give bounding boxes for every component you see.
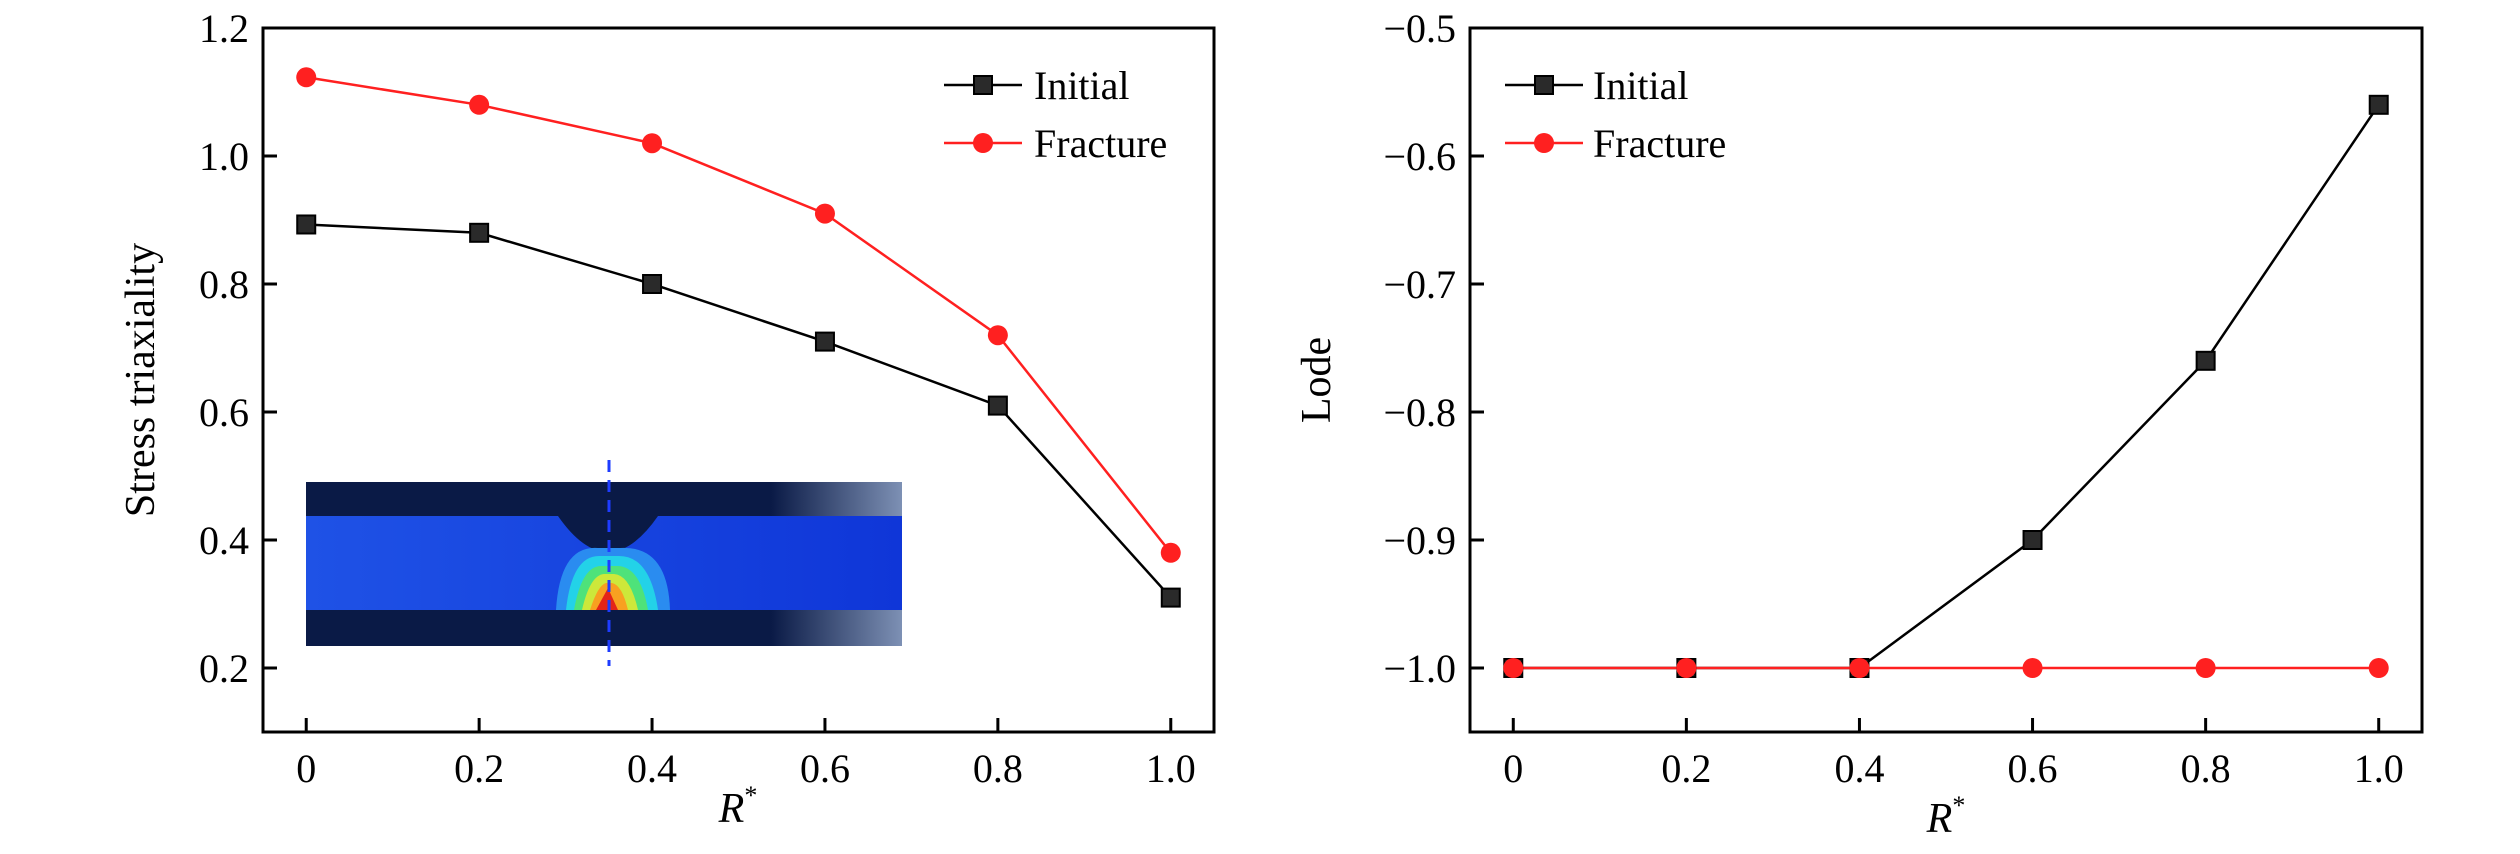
y-tick-label: 1.0: [199, 134, 249, 179]
data-point-initial: [642, 274, 663, 294]
y-tick-label: −0.9: [1383, 518, 1456, 563]
x-tick-label: 0: [296, 746, 316, 791]
x-tick-label: 0.2: [1661, 746, 1711, 791]
x-tick-label: 0.2: [454, 746, 504, 791]
series-line-fracture: [306, 76, 1172, 554]
series-line-initial: [306, 223, 1172, 599]
x-tick-label: 1.0: [2354, 746, 2404, 791]
y-tick-label: −0.7: [1383, 262, 1456, 307]
x-tick-label: 1.0: [1146, 746, 1196, 791]
x-tick-label: 0.6: [2008, 746, 2058, 791]
legend-label-fracture: Fracture: [1593, 121, 1726, 166]
data-point-fracture: [1676, 658, 1697, 678]
y-tick-label: 0.8: [199, 262, 249, 307]
y-tick-label: 1.2: [199, 6, 249, 51]
data-point-initial: [2195, 350, 2216, 371]
legend-label-fracture: Fracture: [1034, 121, 1167, 166]
x-tick-label: 0: [1503, 746, 1523, 791]
data-point-initial: [987, 395, 1008, 416]
y-tick-label: −0.5: [1383, 6, 1456, 51]
legend-label-initial: Initial: [1593, 63, 1689, 108]
data-point-initial: [469, 222, 490, 243]
legend: Initial Fracture: [944, 63, 1167, 166]
x-axis-title: R*: [1926, 791, 1966, 842]
data-point-fracture: [642, 133, 663, 154]
legend-marker-fracture: [1534, 133, 1554, 153]
data-point-fracture: [1160, 542, 1181, 563]
lode-chart: 0 0.2 0.4 0.6 0.8 1.0 −1.0 −0.9 −0.8 −0.7 −0.6 −0.…: [1294, 6, 2424, 842]
data-point-fracture: [1503, 658, 1524, 678]
y-tick-label: 0.6: [199, 390, 249, 435]
data-point-fracture: [1849, 658, 1870, 678]
y-axis-title: Stress triaxiality: [118, 243, 164, 517]
y-tick-label: −1.0: [1383, 646, 1456, 691]
data-point-initial: [2368, 94, 2389, 115]
stress-triaxiality-chart: 0 0.2 0.4 0.6 0.8 1.0 0.2 0.4 0.6 0.8 1.0 1.2 R* S…: [118, 6, 1216, 832]
data-point-initial: [2022, 530, 2043, 550]
x-tick-label: 0.8: [2181, 746, 2231, 791]
legend-label-initial: Initial: [1034, 63, 1130, 108]
plot-frame: [1468, 26, 2424, 734]
y-tick-label: −0.8: [1383, 390, 1456, 435]
data-point-fracture: [2195, 658, 2216, 678]
legend-marker-initial: [973, 75, 993, 95]
y-axis-title: Lode: [1294, 337, 1340, 423]
x-tick-label: 0.4: [1834, 746, 1884, 791]
data-point-fracture: [2022, 658, 2043, 678]
x-axis-title: R*: [718, 781, 758, 832]
data-point-initial: [814, 331, 835, 352]
series-line-initial: [1513, 104, 2380, 670]
weld-contour-inset: [306, 460, 902, 666]
data-point-fracture: [469, 94, 490, 115]
legend: Initial Fracture: [1505, 63, 1726, 166]
y-tick-label: 0.4: [199, 518, 249, 563]
x-tick-label: 0.4: [627, 746, 677, 791]
data-point-initial: [1160, 587, 1181, 608]
data-point-initial: [296, 214, 317, 235]
data-point-fracture: [296, 67, 317, 88]
y-tick-label: 0.2: [199, 646, 249, 691]
plot-frame: [261, 26, 1216, 734]
x-tick-label: 0.8: [973, 746, 1023, 791]
data-point-fracture: [2368, 658, 2389, 678]
x-tick-label: 0.6: [800, 746, 850, 791]
y-tick-label: −0.6: [1383, 134, 1456, 179]
legend-marker-fracture: [973, 133, 993, 153]
data-point-fracture: [987, 325, 1008, 346]
data-point-fracture: [814, 203, 835, 224]
legend-marker-initial: [1534, 75, 1554, 95]
